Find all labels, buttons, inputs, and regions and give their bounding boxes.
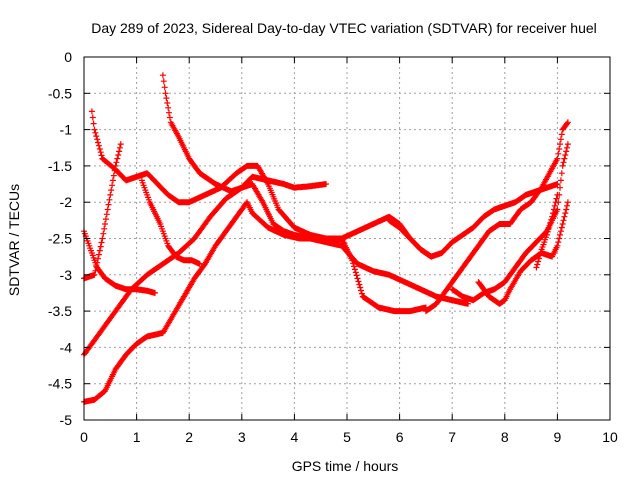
x-tick-label: 5 [343,429,351,445]
series-track-1 [159,72,329,195]
data-series [81,72,571,405]
x-tick-label: 1 [133,429,141,445]
chart-title: Day 289 of 2023, Sidereal Day-to-day VTE… [91,20,597,36]
series-track-12 [533,191,561,271]
x-tick-label: 3 [238,429,246,445]
x-tick-label: 10 [602,429,618,445]
y-tick-label: 0 [64,49,72,65]
y-tick-labels: 0 -0.5 -1 -1.5 -2 -2.5 -3 -3.5 -4 -4.5 -5 [48,49,72,428]
y-tick-label: -4.5 [48,376,72,392]
series-track-3 [81,141,124,282]
x-tick-label: 8 [501,429,509,445]
x-tick-label: 9 [554,429,562,445]
axis-ticks [83,56,611,421]
y-tick-label: -0.5 [48,85,72,101]
y-tick-label: -3 [60,267,73,283]
y-tick-label: -1.5 [48,158,72,174]
y-tick-label: -1 [60,122,73,138]
y-tick-label: -2 [60,194,73,210]
x-tick-label: 0 [80,429,88,445]
series-track-6 [81,199,429,405]
x-axis-label: GPS time / hours [292,458,399,474]
x-tick-label: 4 [291,429,299,445]
x-tick-label: 6 [396,429,404,445]
x-tick-label: 7 [448,429,456,445]
x-tick-label: 2 [185,429,193,445]
x-tick-labels: 0 1 2 3 4 5 6 7 8 9 10 [80,429,618,445]
y-tick-label: -2.5 [48,231,72,247]
series-track-7 [138,177,203,267]
series-track-9 [386,181,561,260]
y-tick-label: -5 [60,412,73,428]
series-track-2 [88,108,435,260]
y-tick-label: -4 [60,339,73,355]
y-tick-label: -3.5 [48,303,72,319]
series-track-8 [422,119,571,315]
y-axis-label: SDTVAR / TECUs [6,184,22,296]
